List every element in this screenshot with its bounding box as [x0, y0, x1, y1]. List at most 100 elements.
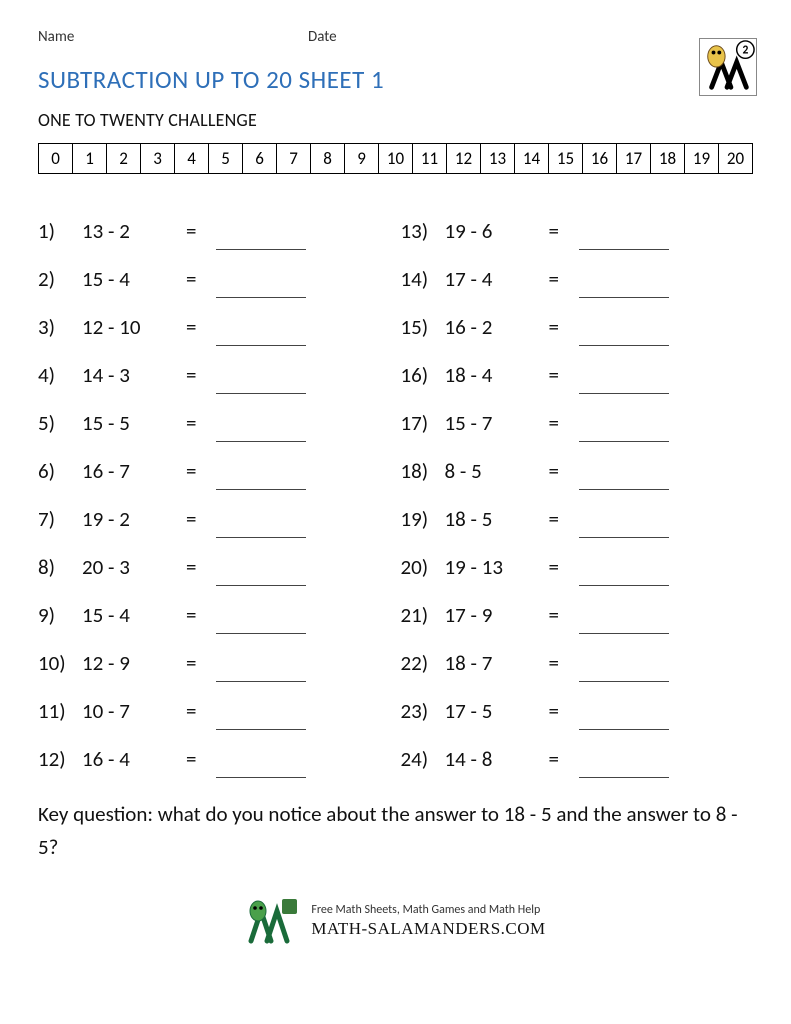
problem-expression: 10 - 7 [82, 698, 186, 724]
answer-blank[interactable] [579, 564, 669, 586]
answer-blank[interactable] [216, 420, 306, 442]
problem-number: 5) [38, 410, 82, 436]
answer-blank[interactable] [579, 468, 669, 490]
answer-blank[interactable] [216, 276, 306, 298]
equals-sign: = [186, 458, 216, 484]
problem-row: 5)15 - 5= [38, 388, 391, 436]
problem-expression: 16 - 4 [82, 746, 186, 772]
problem-number: 9) [38, 602, 82, 628]
number-strip-cell: 7 [277, 144, 311, 173]
grade-logo: 2 [699, 38, 757, 96]
number-strip-cell: 6 [243, 144, 277, 173]
answer-blank[interactable] [216, 372, 306, 394]
grade-number: 2 [742, 43, 748, 57]
problem-row: 24)14 - 8= [401, 724, 754, 772]
answer-blank[interactable] [579, 276, 669, 298]
equals-sign: = [186, 506, 216, 532]
equals-sign: = [549, 218, 579, 244]
equals-sign: = [549, 746, 579, 772]
equals-sign: = [186, 266, 216, 292]
worksheet-subtitle: ONE TO TWENTY CHALLENGE [38, 109, 753, 131]
number-strip-cell: 13 [481, 144, 515, 173]
answer-blank[interactable] [579, 708, 669, 730]
problem-row: 15)16 - 2= [401, 292, 754, 340]
problem-expression: 17 - 5 [445, 698, 549, 724]
equals-sign: = [186, 602, 216, 628]
answer-blank[interactable] [216, 756, 306, 778]
worksheet-title: SUBTRACTION UP TO 20 SHEET 1 [38, 64, 753, 95]
answer-blank[interactable] [216, 612, 306, 634]
problem-row: 19)18 - 5= [401, 484, 754, 532]
problem-row: 23)17 - 5= [401, 676, 754, 724]
number-strip-cell: 8 [311, 144, 345, 173]
number-strip-cell: 2 [107, 144, 141, 173]
problem-row: 11)10 - 7= [38, 676, 391, 724]
number-strip-cell: 12 [447, 144, 481, 173]
answer-blank[interactable] [579, 612, 669, 634]
problem-row: 18)8 - 5= [401, 436, 754, 484]
answer-blank[interactable] [579, 660, 669, 682]
problem-number: 8) [38, 554, 82, 580]
number-strip-cell: 17 [617, 144, 651, 173]
problem-expression: 19 - 2 [82, 506, 186, 532]
equals-sign: = [549, 554, 579, 580]
problem-number: 19) [401, 506, 445, 532]
problem-row: 1)13 - 2= [38, 196, 391, 244]
footer: Free Math Sheets, Math Games and Math He… [38, 897, 753, 945]
equals-sign: = [549, 266, 579, 292]
problem-expression: 13 - 2 [82, 218, 186, 244]
answer-blank[interactable] [579, 324, 669, 346]
equals-sign: = [549, 650, 579, 676]
worksheet-page: Name Date 2 SUBTRACTION UP TO 20 SHEET 1… [0, 0, 791, 1024]
problem-number: 4) [38, 362, 82, 388]
problem-row: 20)19 - 13= [401, 532, 754, 580]
problem-number: 15) [401, 314, 445, 340]
answer-blank[interactable] [216, 708, 306, 730]
problem-expression: 19 - 6 [445, 218, 549, 244]
problem-number: 12) [38, 746, 82, 772]
problem-row: 21)17 - 9= [401, 580, 754, 628]
answer-blank[interactable] [216, 228, 306, 250]
problem-row: 17)15 - 7= [401, 388, 754, 436]
problem-expression: 16 - 7 [82, 458, 186, 484]
number-strip-cell: 9 [345, 144, 379, 173]
answer-blank[interactable] [216, 516, 306, 538]
problem-row: 6)16 - 7= [38, 436, 391, 484]
answer-blank[interactable] [216, 660, 306, 682]
problem-number: 22) [401, 650, 445, 676]
number-strip-cell: 15 [549, 144, 583, 173]
problem-row: 7)19 - 2= [38, 484, 391, 532]
problem-number: 7) [38, 506, 82, 532]
answer-blank[interactable] [216, 468, 306, 490]
number-strip-cell: 4 [175, 144, 209, 173]
equals-sign: = [549, 410, 579, 436]
problem-expression: 17 - 4 [445, 266, 549, 292]
footer-site: MATH-SALAMANDERS.COM [311, 918, 545, 941]
key-question: Key question: what do you notice about t… [38, 798, 753, 863]
answer-blank[interactable] [579, 756, 669, 778]
problems-grid: 1)13 - 2=2)15 - 4=3)12 - 10=4)14 - 3=5)1… [38, 196, 753, 772]
answer-blank[interactable] [579, 372, 669, 394]
answer-blank[interactable] [579, 420, 669, 442]
equals-sign: = [186, 554, 216, 580]
answer-blank[interactable] [216, 324, 306, 346]
problem-row: 14)17 - 4= [401, 244, 754, 292]
problem-row: 10)12 - 9= [38, 628, 391, 676]
equals-sign: = [549, 314, 579, 340]
problem-expression: 18 - 5 [445, 506, 549, 532]
number-strip-cell: 10 [379, 144, 413, 173]
problem-expression: 17 - 9 [445, 602, 549, 628]
problem-number: 3) [38, 314, 82, 340]
number-strip-cell: 3 [141, 144, 175, 173]
answer-blank[interactable] [216, 564, 306, 586]
number-strip-cell: 0 [39, 144, 73, 173]
problem-number: 13) [401, 218, 445, 244]
equals-sign: = [549, 362, 579, 388]
answer-blank[interactable] [579, 516, 669, 538]
number-strip-cell: 16 [583, 144, 617, 173]
number-strip-cell: 1 [73, 144, 107, 173]
equals-sign: = [549, 458, 579, 484]
problems-column-right: 13)19 - 6=14)17 - 4=15)16 - 2=16)18 - 4=… [401, 196, 754, 772]
answer-blank[interactable] [579, 228, 669, 250]
number-strip-cell: 14 [515, 144, 549, 173]
